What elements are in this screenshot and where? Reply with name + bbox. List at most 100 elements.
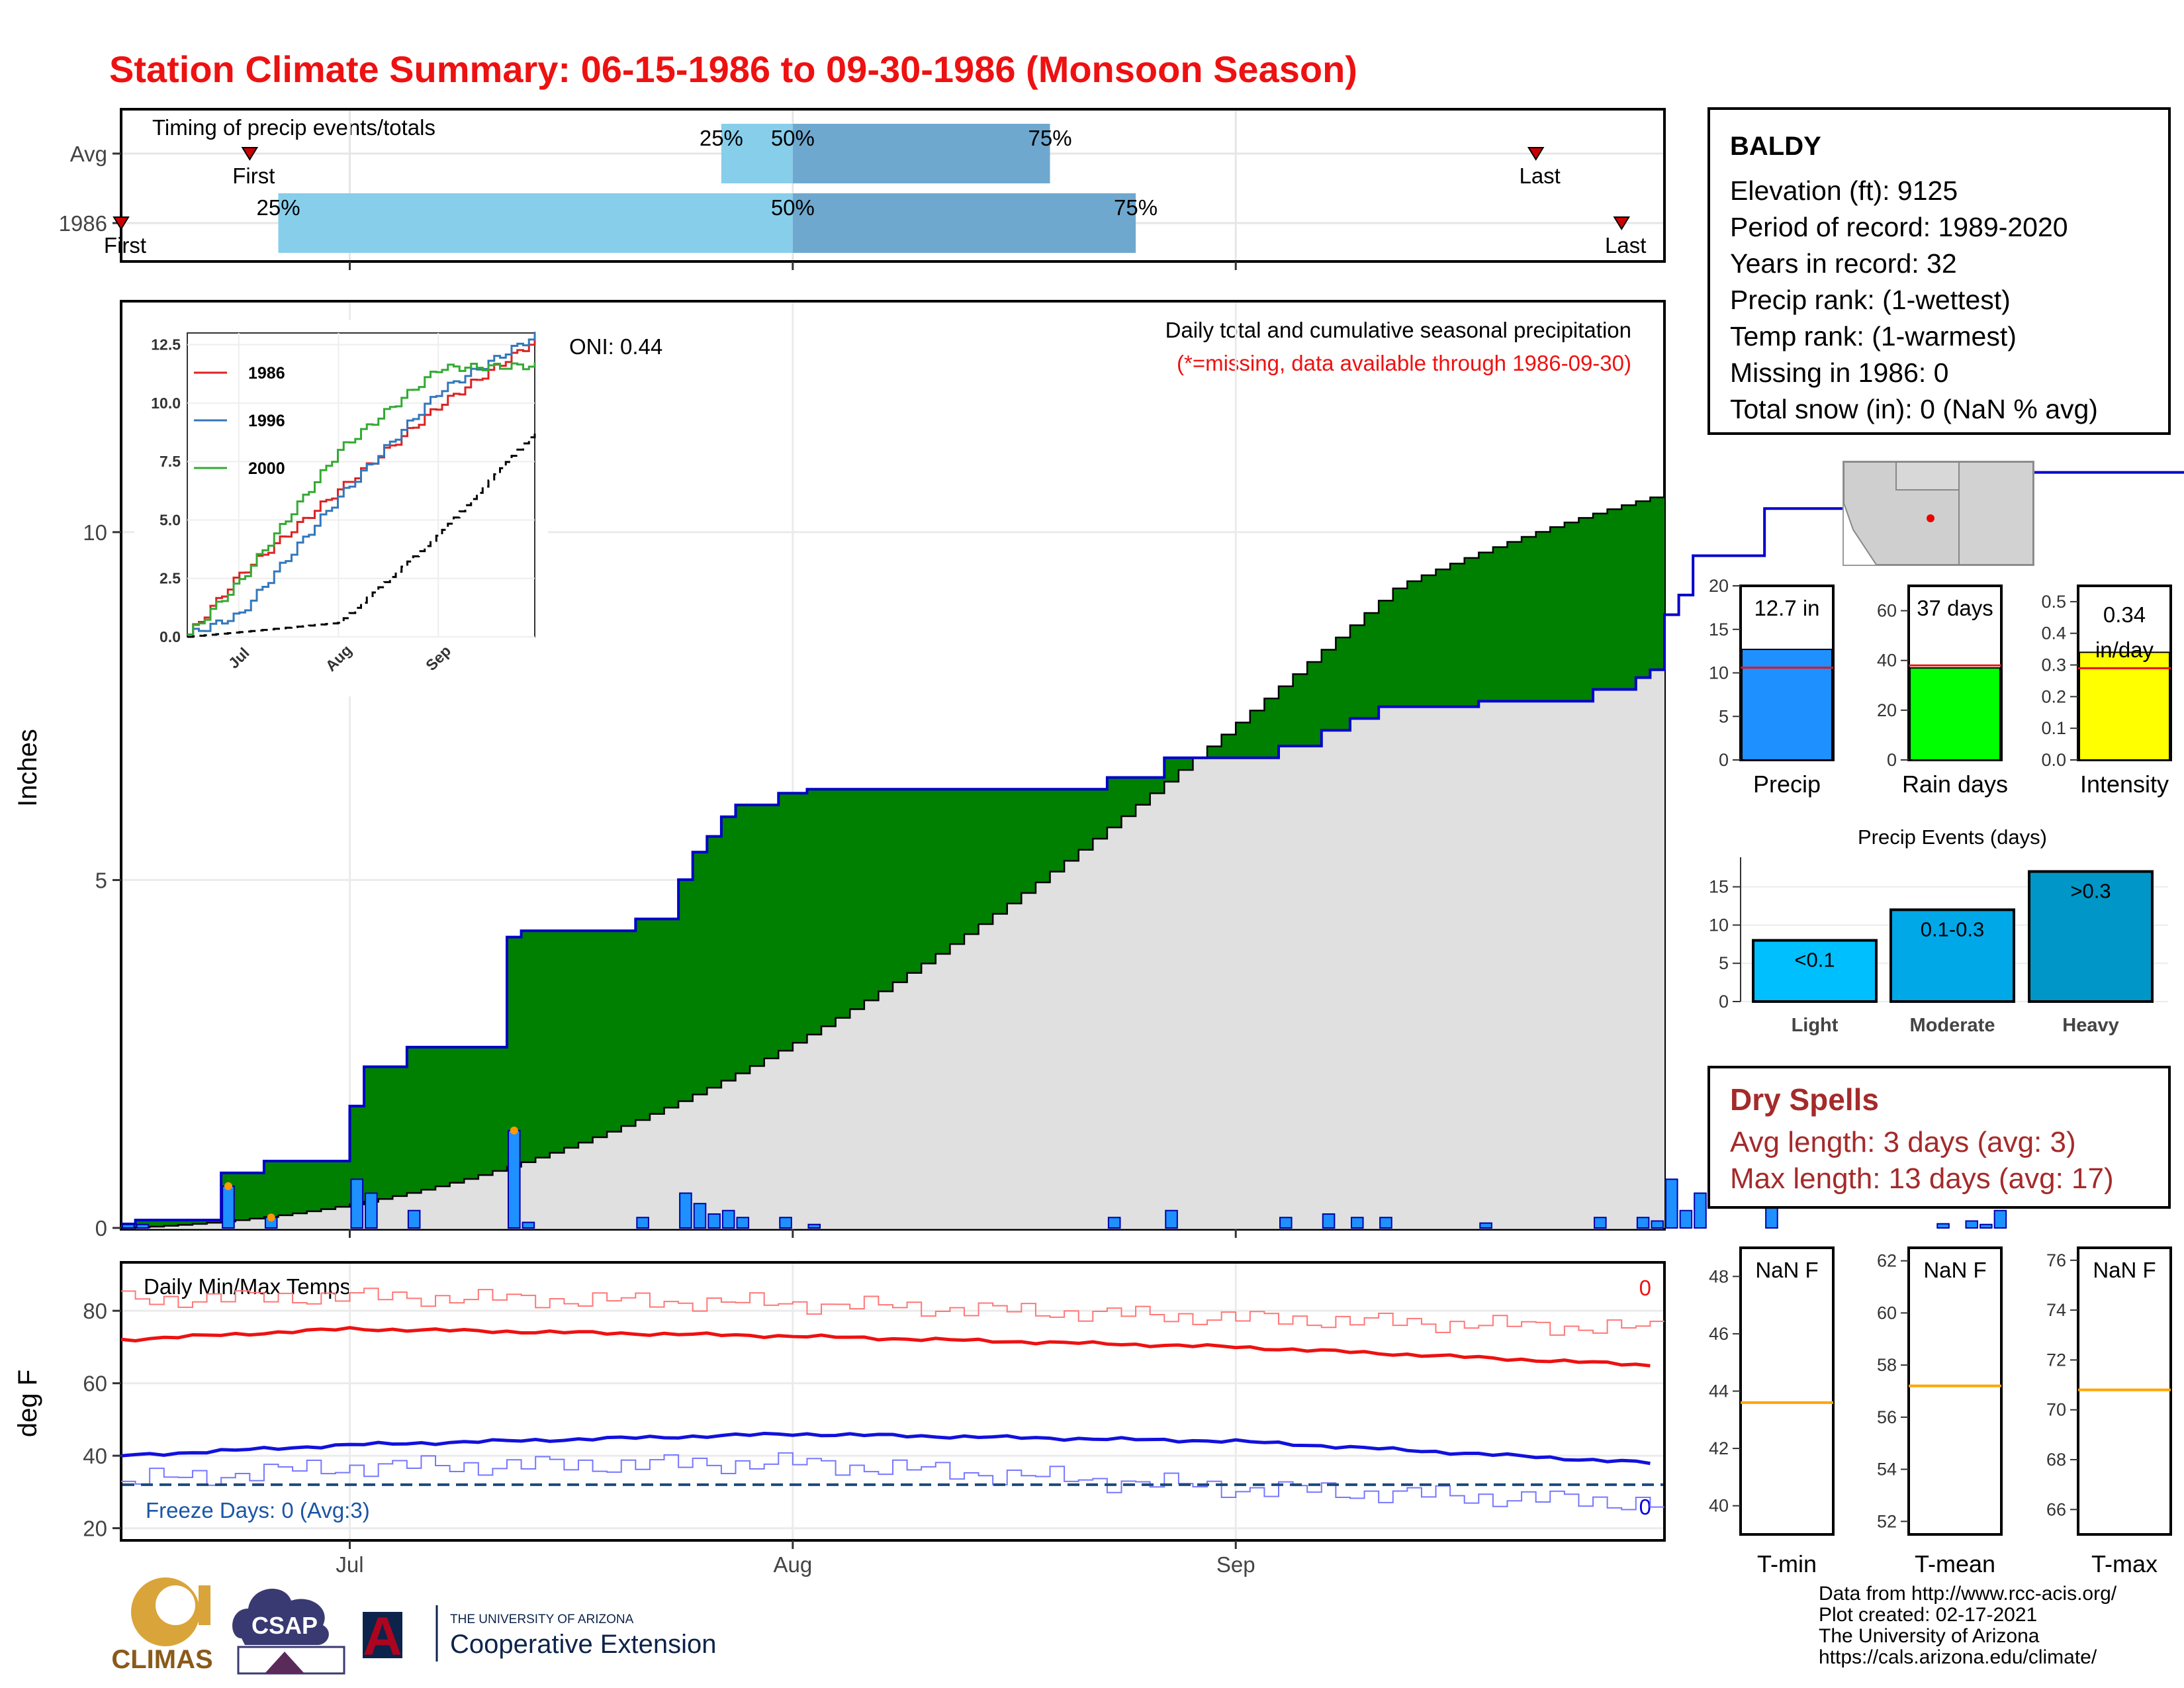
- dry-spells-avg: Avg length: 3 days (avg: 3): [1730, 1126, 2076, 1158]
- temp-panel-value-label: NaN F: [1923, 1258, 1986, 1282]
- climas-logo-text: CLIMAS: [111, 1645, 212, 1674]
- inset-legend-label: 2000: [248, 459, 285, 478]
- precip-ylabel: Inches: [13, 729, 42, 807]
- dry-spells-title: Dry Spells: [1730, 1082, 1879, 1117]
- minibar-ytick-label: 20: [1709, 576, 1729, 596]
- ua-logo-line1: THE UNIVERSITY OF ARIZONA: [450, 1613, 634, 1626]
- inset-ytick-label: 7.5: [159, 453, 181, 470]
- station-name: BALDY: [1730, 132, 1821, 161]
- events-title: Precip Events (days): [1858, 825, 2047, 849]
- precip-daily-bar: [522, 1221, 535, 1229]
- temp-panel-ytick-label: 54: [1877, 1460, 1897, 1479]
- temp-panel-category-label: T-min: [1757, 1550, 1817, 1577]
- precip-daily-bar: [122, 1223, 135, 1229]
- precip-daily-bar: [1936, 1223, 1950, 1229]
- events-panel: Precip Events (days) 0 5 10 15 <0.1 Light 0.1-…: [1709, 825, 2168, 1036]
- minibar-ytick-label: 0: [1887, 750, 1897, 770]
- inset-ytick-label: 10.0: [151, 395, 181, 412]
- precip-daily-bar: [1350, 1217, 1364, 1229]
- precip-title-line2: (*=missing, data available through 1986-…: [1177, 351, 1631, 375]
- precip-daily-bar: [1165, 1209, 1178, 1229]
- precip-daily-bar: [1665, 1178, 1678, 1229]
- temps-ytick-label: 20: [83, 1517, 107, 1541]
- timing-q75-label: 75%: [1028, 126, 1071, 150]
- timing-row-label: Avg: [70, 142, 107, 166]
- precip-daily-bar: [508, 1129, 521, 1229]
- csap-logo: CSAP: [232, 1588, 345, 1675]
- temp-panel-ytick-label: 70: [2046, 1400, 2066, 1420]
- precip-daily-bar: [222, 1185, 235, 1229]
- precip-daily-bar: [707, 1213, 721, 1229]
- precip-avg-area: [121, 497, 1664, 1228]
- minibar-category-label: Intensity: [2080, 771, 2169, 798]
- climas-logo: CLIMAS: [111, 1577, 213, 1674]
- temp-panel-ytick-label: 48: [1709, 1266, 1729, 1286]
- inset-ytick-label: 2.5: [159, 570, 181, 587]
- timing-q50-label: 50%: [771, 195, 815, 220]
- temp-panel-ytick-label: 42: [1709, 1438, 1729, 1458]
- temps-xtick-label: Sep: [1216, 1552, 1255, 1577]
- csap-logo-text: CSAP: [251, 1612, 318, 1639]
- precip-daily-bar: [736, 1217, 750, 1229]
- precip-daily-bar: [1594, 1217, 1607, 1229]
- ua-logo-line2: Cooperative Extension: [450, 1630, 716, 1659]
- precip-daily-bar: [1322, 1213, 1336, 1229]
- events-bin-label: <0.1: [1794, 949, 1835, 972]
- timing-q75-label: 75%: [1114, 195, 1158, 220]
- temps-ytick-label: 60: [83, 1372, 107, 1396]
- oni-label: ONI: 0.44: [569, 334, 662, 359]
- minibar-ytick-label: 0.5: [2041, 592, 2066, 612]
- timing-bar-q25-q50: [721, 124, 793, 183]
- minibar-bar-1: [1909, 667, 2001, 761]
- timing-label: Timing of precip events/totals: [152, 115, 435, 140]
- timing-last-marker: [1527, 147, 1545, 161]
- events-ytick-label: 15: [1709, 877, 1729, 897]
- max-count-label: 0: [1639, 1276, 1651, 1300]
- precip-daily-bar: [1993, 1209, 2007, 1229]
- station-missing: Missing in 1986: 0: [1730, 357, 1949, 388]
- map-state-newmexico: [1958, 461, 2034, 565]
- temps-xtick-label: Jul: [336, 1552, 363, 1577]
- precip-heavy-marker: [510, 1126, 518, 1135]
- events-category-label: Moderate: [1910, 1015, 1995, 1036]
- inset-ytick-label: 5.0: [159, 511, 181, 528]
- minibar-value-label-2: in/day: [2095, 637, 2154, 662]
- temps-avg-min-line: [120, 1431, 1651, 1466]
- precip-daily-bar: [365, 1192, 378, 1229]
- precip-daily-bar: [721, 1209, 735, 1229]
- temp-panel-ytick-label: 58: [1877, 1355, 1897, 1375]
- minibar-ytick-label: 0: [1719, 750, 1729, 770]
- minibar-ytick-label: 15: [1709, 620, 1729, 639]
- minibar-value-label: 12.7 in: [1754, 596, 1819, 620]
- minibar-ytick-label: 0.3: [2041, 655, 2066, 675]
- precip-ytick-label: 5: [95, 868, 107, 892]
- inset-legend-label: 1986: [248, 364, 285, 383]
- precip-ytick-label: 0: [95, 1216, 107, 1241]
- station-temp-rank: Temp rank: (1-warmest): [1730, 321, 2017, 352]
- min-count-label: 0: [1639, 1495, 1651, 1519]
- page-title: Station Climate Summary: 06-15-1986 to 0…: [109, 48, 1357, 90]
- precip-daily-bar: [1651, 1220, 1664, 1229]
- events-bar-Heavy: [2028, 870, 2154, 1003]
- station-elevation: Elevation (ft): 9125: [1730, 175, 1958, 206]
- precip-daily-bar: [1965, 1220, 1979, 1229]
- station-snow: Total snow (in): 0 (NaN % avg): [1730, 394, 2098, 424]
- minibar-ytick-label: 10: [1709, 663, 1729, 683]
- precip-daily-bar: [636, 1217, 649, 1229]
- timing-last-label: Last: [1519, 164, 1560, 188]
- temp-panel-ytick-label: 68: [2046, 1450, 2066, 1470]
- temp-summary-panels: 40 42 44 46 48 NaN F T-min 52 54 56 58 60 62 NaN F T-m…: [1709, 1246, 2172, 1577]
- temp-panel-ytick-label: 74: [2046, 1300, 2066, 1320]
- minibar-category-label: Precip: [1753, 771, 1821, 798]
- inset-ytick-label: 12.5: [151, 336, 181, 353]
- credit-plot-created: Plot created: 02-17-2021: [1819, 1604, 2038, 1626]
- credit-url: https://cals.arizona.edu/climate/: [1819, 1646, 2097, 1668]
- station-info-box: BALDY Elevation (ft): 9125 Period of rec…: [1707, 107, 2171, 435]
- precip-daily-bar: [350, 1178, 364, 1229]
- precip-ytick-label: 10: [83, 520, 107, 545]
- temps-ytick-label: 40: [83, 1444, 107, 1468]
- timing-q25-label: 25%: [256, 195, 300, 220]
- events-bar-Moderate: [1889, 908, 2015, 1004]
- inset-ytick-label: 0.0: [159, 628, 181, 645]
